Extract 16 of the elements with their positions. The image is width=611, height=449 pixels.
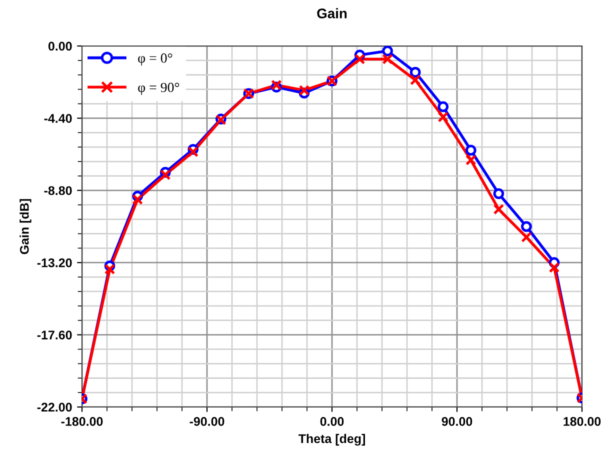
legend-label: φ = 0° bbox=[138, 53, 172, 66]
chart-title: Gain bbox=[317, 8, 347, 18]
y-tick-label: -22.00 bbox=[37, 402, 72, 412]
x-tick-label: -180.00 bbox=[61, 417, 103, 426]
legend-label: φ = 90° bbox=[138, 82, 180, 95]
y-tick-label: -17.60 bbox=[37, 330, 72, 340]
y-tick-label: 0.00 bbox=[48, 42, 72, 51]
x-tick-label: 90.00 bbox=[442, 417, 472, 426]
x-tick-label: 180.00 bbox=[564, 417, 601, 426]
y-tick-label: -13.20 bbox=[37, 258, 72, 268]
x-axis-title: Theta [deg] bbox=[298, 434, 365, 446]
x-tick-label: 0.00 bbox=[320, 417, 344, 426]
y-tick-label: -8.80 bbox=[44, 186, 72, 196]
y-tick-label: -4.40 bbox=[44, 114, 72, 123]
y-axis-title: Gain [dB] bbox=[20, 199, 32, 254]
x-tick-label: -90.00 bbox=[190, 417, 224, 426]
